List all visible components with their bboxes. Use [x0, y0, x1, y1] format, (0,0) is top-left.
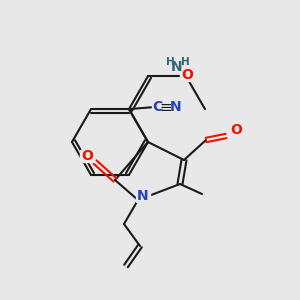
Bar [152, 100, 184, 114]
Bar [136, 190, 150, 202]
Text: O: O [81, 149, 93, 163]
Text: H: H [181, 57, 189, 67]
Text: N: N [137, 189, 149, 203]
Bar [158, 55, 186, 73]
Text: O: O [230, 123, 242, 137]
Text: O: O [181, 68, 193, 82]
Bar [229, 124, 243, 136]
Text: C: C [152, 100, 162, 114]
Text: H: H [166, 57, 174, 67]
Bar [80, 150, 94, 162]
Text: ≡: ≡ [160, 100, 172, 115]
Text: N: N [171, 60, 183, 74]
Bar [180, 69, 194, 81]
Text: N: N [170, 100, 182, 114]
